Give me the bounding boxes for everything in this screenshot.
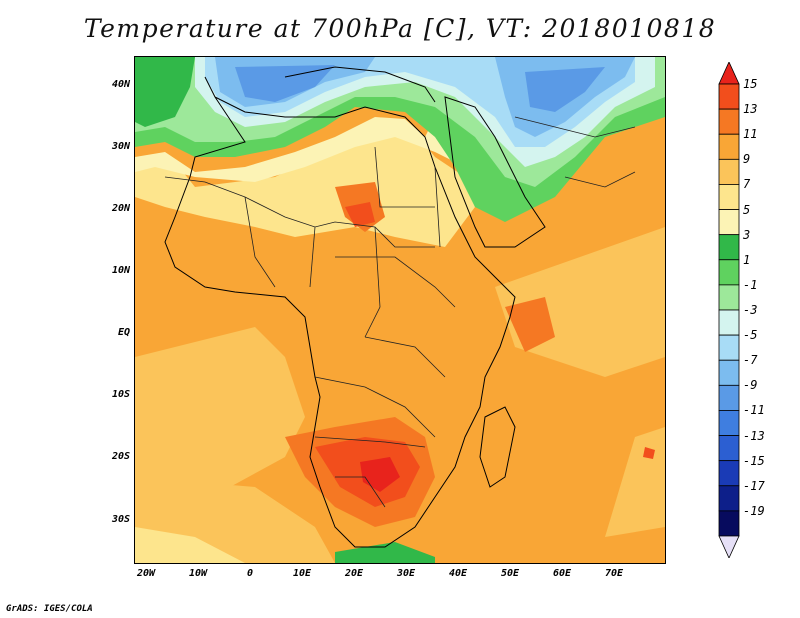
lat-label: 30S — [111, 514, 130, 525]
lon-label: 20W — [136, 568, 156, 579]
colorbar-label: 5 — [743, 202, 751, 217]
lon-label: 10E — [292, 568, 312, 579]
colorbar-segment — [718, 158, 740, 185]
field-7to9-atlantic — [135, 327, 305, 527]
temperature-field — [135, 57, 665, 563]
lat-label: 10N — [111, 265, 130, 276]
colorbar-segment — [718, 259, 740, 286]
colorbar-label: -19 — [743, 503, 765, 518]
country-borders — [164, 116, 636, 508]
colorbar-segment — [718, 234, 740, 261]
colorbar-label: -15 — [743, 453, 765, 468]
colorbar-label: 13 — [743, 102, 758, 117]
field-3to5 — [135, 117, 515, 207]
colorbar-segment — [718, 485, 740, 512]
colorbar-segment — [718, 184, 740, 210]
colorbar-bottom-arrow — [718, 535, 740, 558]
lat-label: 20S — [111, 451, 130, 462]
lat-label: 20N — [111, 203, 130, 214]
lat-label: 30N — [111, 141, 130, 152]
lon-label: 0 — [246, 568, 254, 579]
colorbar-segment — [718, 108, 740, 135]
colorbar-segment — [718, 359, 740, 386]
colorbar-label: -17 — [743, 478, 765, 493]
field-15-core — [360, 457, 400, 492]
credit-text: GrADS: IGES/COLA — [6, 604, 93, 614]
lon-label: 70E — [604, 568, 624, 579]
colorbar-segment — [718, 510, 740, 537]
colorbar-label: -5 — [743, 328, 758, 343]
colorbar-label: -9 — [743, 378, 758, 393]
lon-label: 20E — [344, 568, 364, 579]
colorbar-segment — [718, 284, 740, 311]
colorbar-label: 1 — [743, 252, 751, 267]
lon-label: 10W — [188, 568, 208, 579]
colorbar-segment — [718, 410, 740, 436]
colorbar-segment — [718, 209, 740, 236]
colorbar-segment — [718, 83, 740, 110]
colorbar-label: -3 — [743, 303, 758, 317]
colorbar-label: 15 — [743, 77, 758, 91]
lat-label: 10S — [111, 389, 130, 400]
colorbar-top-arrow — [718, 62, 740, 85]
colorbar — [718, 62, 740, 558]
field-5to7-sahara — [135, 127, 475, 247]
field-minus11-east — [525, 67, 605, 112]
lon-label: 40E — [448, 568, 468, 579]
field-1to3-nw — [135, 57, 195, 127]
field-13to15-spot — [643, 447, 655, 459]
colorbar-label: -13 — [743, 428, 765, 443]
field-11to13-somalia — [505, 297, 555, 352]
colorbar-label: 7 — [743, 177, 751, 192]
colorbar-segment — [718, 460, 740, 487]
colorbar-segment — [718, 133, 740, 160]
plot-title: Temperature at 700hPa [C], VT: 201801081… — [83, 14, 717, 43]
temperature-map — [134, 56, 666, 564]
lon-label: 30E — [396, 568, 416, 579]
lat-label: 40N — [111, 79, 130, 90]
colorbar-label: 11 — [743, 127, 758, 142]
colorbar-segment — [718, 435, 740, 462]
field-1to3-south — [335, 542, 435, 563]
colorbar-label: -1 — [743, 277, 758, 292]
colorbar-label: -7 — [743, 353, 758, 368]
lon-label: 50E — [500, 568, 520, 579]
colorbar-label: 9 — [743, 152, 751, 167]
colorbar-segment — [718, 309, 740, 336]
colorbar-label: 3 — [743, 227, 751, 242]
coastlines — [164, 66, 546, 548]
colorbar-segment — [718, 334, 740, 361]
field-5to7-sw — [135, 527, 245, 563]
lat-label: EQ — [117, 327, 130, 338]
lon-label: 60E — [552, 568, 572, 579]
colorbar-segment — [718, 384, 740, 411]
field-13to15-chad — [345, 202, 375, 227]
colorbar-label: -11 — [743, 403, 765, 418]
field-minus11-west — [235, 65, 335, 102]
